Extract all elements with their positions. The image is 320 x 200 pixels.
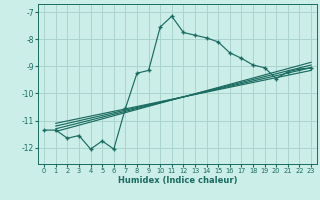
X-axis label: Humidex (Indice chaleur): Humidex (Indice chaleur) xyxy=(118,176,237,185)
